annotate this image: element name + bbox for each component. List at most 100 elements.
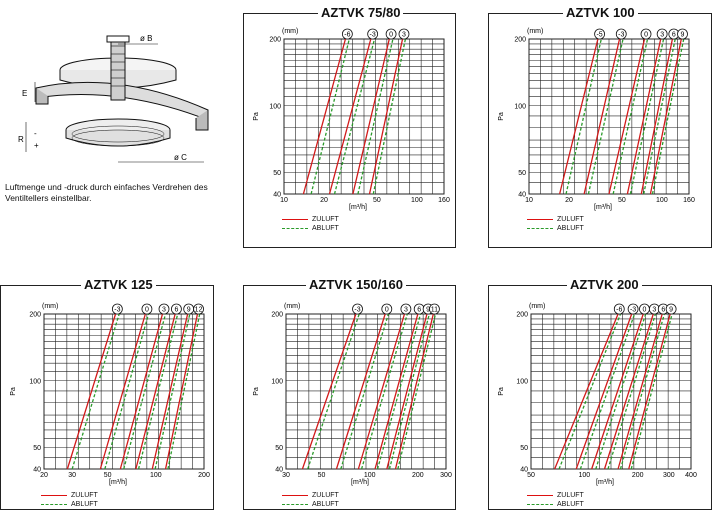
series-line-supply bbox=[386, 313, 428, 470]
setting-label: 0 bbox=[389, 32, 393, 39]
series-line-exhaust bbox=[388, 313, 430, 470]
setting-marker bbox=[341, 28, 353, 40]
y-tick-label: 100 bbox=[269, 103, 281, 110]
y-tick-label: 200 bbox=[271, 312, 283, 319]
series-line-exhaust bbox=[123, 313, 167, 470]
series-line-supply bbox=[394, 313, 434, 470]
y-tick-label: 100 bbox=[516, 378, 528, 385]
series-line-supply bbox=[640, 38, 674, 195]
chart-legend: ZULUFT ABLUFT bbox=[282, 491, 339, 509]
legend-item-supply: ZULUFT bbox=[282, 491, 339, 500]
x-tick-label: 10 bbox=[525, 197, 533, 204]
setting-marker bbox=[677, 28, 688, 40]
legend-item-exhaust: ABLUFT bbox=[282, 224, 339, 233]
setting-label: 9 bbox=[426, 307, 430, 314]
setting-label: -5 bbox=[596, 32, 602, 39]
exhaust-swatch bbox=[527, 504, 553, 505]
chart-legend: ZULUFT ABLUFT bbox=[527, 215, 584, 233]
series-line-exhaust bbox=[651, 38, 685, 195]
setting-label: 6 bbox=[174, 307, 178, 314]
y-tick-label: 40 bbox=[275, 467, 283, 474]
dim-e-label: E bbox=[22, 89, 27, 98]
setting-label: 9 bbox=[681, 32, 685, 39]
setting-marker bbox=[429, 303, 440, 315]
series-line-supply bbox=[66, 313, 117, 470]
legend-label-supply: ZULUFT bbox=[557, 492, 584, 499]
setting-label: 9 bbox=[187, 307, 191, 314]
x-tick-label: 100 bbox=[364, 472, 376, 479]
x-tick-label: 300 bbox=[440, 472, 452, 479]
setting-marker bbox=[385, 28, 397, 40]
chart-panel-aztvk-125: AZTVK 125 -3 0 3 6 9 12 40 50 100 200 20 30 50 100 200… bbox=[0, 277, 214, 510]
x-tick-label: 100 bbox=[578, 472, 590, 479]
series-line-supply bbox=[575, 313, 633, 470]
series-line-exhaust bbox=[333, 38, 376, 195]
setting-marker bbox=[171, 303, 182, 315]
x-tick-label: 100 bbox=[411, 197, 423, 204]
x-axis-label: [m³/h] bbox=[594, 204, 612, 211]
series-line-supply bbox=[302, 38, 347, 195]
series-line-exhaust bbox=[340, 313, 390, 470]
x-axis-label: [m³/h] bbox=[349, 204, 367, 211]
series-line-exhaust bbox=[154, 313, 191, 470]
x-tick-label: 50 bbox=[527, 472, 535, 479]
y-tick-label: 50 bbox=[33, 445, 41, 452]
exhaust-swatch bbox=[282, 504, 308, 505]
y-axis-label: Pa bbox=[498, 387, 505, 396]
x-tick-label: 20 bbox=[320, 197, 328, 204]
x-tick-label: 20 bbox=[565, 197, 573, 204]
plot-frame bbox=[283, 38, 445, 195]
supply-swatch bbox=[41, 495, 67, 496]
chart-title: AZTVK 100 bbox=[563, 5, 638, 20]
series-line-exhaust bbox=[307, 313, 360, 470]
y-tick-label: 200 bbox=[29, 312, 41, 319]
series-line-supply bbox=[583, 38, 621, 195]
series-line-supply bbox=[135, 313, 176, 470]
setting-label: -6 bbox=[344, 32, 350, 39]
series-line-supply bbox=[558, 38, 599, 195]
caption-text: Luftmenge und -druck durch einfaches Ver… bbox=[5, 182, 208, 203]
y-tick-label: 40 bbox=[520, 467, 528, 474]
setting-label: 0 bbox=[145, 307, 149, 314]
y-tick-label: 50 bbox=[518, 170, 526, 177]
x-tick-label: 50 bbox=[104, 472, 112, 479]
setting-label: 12 bbox=[195, 307, 203, 314]
y-tick-label: 50 bbox=[520, 445, 528, 452]
setting-marker bbox=[613, 303, 625, 315]
setting-marker bbox=[656, 28, 668, 40]
chart-panel-aztvk-150-160: AZTVK 150/160 -3 0 3 6 9 11 40 50 100 200 30 50 100 2… bbox=[243, 277, 456, 510]
setting-label: 11 bbox=[431, 307, 438, 314]
legend-item-exhaust: ABLUFT bbox=[527, 224, 584, 233]
y-tick-label: 100 bbox=[514, 103, 526, 110]
setting-marker bbox=[665, 303, 677, 315]
series-line-exhaust bbox=[71, 313, 120, 470]
setting-label: 6 bbox=[672, 32, 676, 39]
y-tick-label: 40 bbox=[518, 192, 526, 199]
legend-label-exhaust: ABLUFT bbox=[557, 501, 584, 508]
setting-label: 0 bbox=[644, 32, 648, 39]
dim-minus-label: - bbox=[34, 129, 37, 138]
series-line-supply bbox=[628, 313, 671, 470]
settings-title: (mm) bbox=[282, 28, 298, 35]
series-line-supply bbox=[164, 313, 199, 470]
supply-swatch bbox=[527, 219, 553, 220]
chart-plot: -5 -3 0 3 6 9 40 50 100 200 10 20 50 100 160 (mm) Pa [m³/… bbox=[498, 28, 695, 211]
setting-marker bbox=[352, 303, 363, 315]
series-line-exhaust bbox=[397, 313, 437, 470]
series-line-exhaust bbox=[565, 38, 602, 195]
setting-label: -3 bbox=[370, 32, 376, 39]
x-tick-label: 200 bbox=[412, 472, 424, 479]
x-tick-label: 300 bbox=[663, 472, 675, 479]
series-line-exhaust bbox=[558, 313, 622, 470]
setting-marker bbox=[400, 303, 412, 315]
x-tick-label: 50 bbox=[618, 197, 626, 204]
series-line-exhaust bbox=[104, 313, 150, 470]
legend-item-exhaust: ABLUFT bbox=[282, 500, 339, 509]
series-line-exhaust bbox=[137, 313, 179, 470]
chart-legend: ZULUFT ABLUFT bbox=[41, 491, 98, 509]
exhaust-swatch bbox=[41, 504, 67, 505]
x-tick-label: 160 bbox=[438, 197, 450, 204]
settings-title: (mm) bbox=[529, 303, 545, 310]
chart-panel-aztvk-200: AZTVK 200 -6 -3 0 3 6 9 40 50 100 200 50 100 200 300 4… bbox=[488, 277, 712, 510]
y-tick-label: 40 bbox=[273, 192, 281, 199]
